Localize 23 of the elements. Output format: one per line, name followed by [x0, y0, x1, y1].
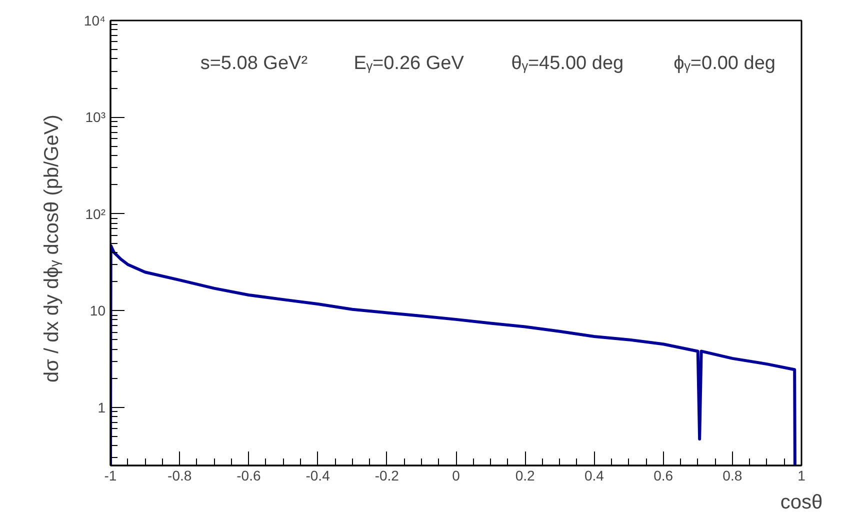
- annotation: Eᵧ=0.26 GeV: [354, 52, 464, 74]
- x-tick-label: 1: [798, 468, 806, 484]
- x-tick-label: 0: [452, 468, 460, 484]
- y-tick-label: 10: [90, 302, 106, 319]
- x-tick-label: 0.8: [722, 468, 742, 484]
- annotation: ϕᵧ=0.00 deg: [674, 52, 776, 74]
- y-tick-label: 10⁴: [84, 12, 106, 28]
- x-axis-title: cosθ: [780, 492, 823, 514]
- x-tick-label: -0.8: [168, 468, 192, 484]
- annotation: s=5.08 GeV²: [200, 52, 308, 74]
- annotation: θᵧ=45.00 deg: [511, 52, 624, 74]
- x-tick-label: -1: [104, 468, 117, 484]
- y-tick-label: 10²: [85, 206, 106, 222]
- x-tick-label: 0.2: [515, 468, 536, 484]
- x-tick-label: -0.4: [306, 468, 330, 484]
- y-axis-title: dσ / dx dy dϕᵧ dcosθ (pb/GeV): [40, 114, 63, 382]
- y-tick-label: 10³: [85, 109, 106, 126]
- line-series: [110, 244, 796, 466]
- x-tick-label: 0.6: [654, 468, 674, 484]
- x-tick-label: 0.4: [584, 468, 604, 484]
- y-tick-label: 1: [98, 399, 106, 416]
- x-tick-label: -0.6: [236, 468, 261, 484]
- x-tick-label: -0.2: [374, 468, 400, 484]
